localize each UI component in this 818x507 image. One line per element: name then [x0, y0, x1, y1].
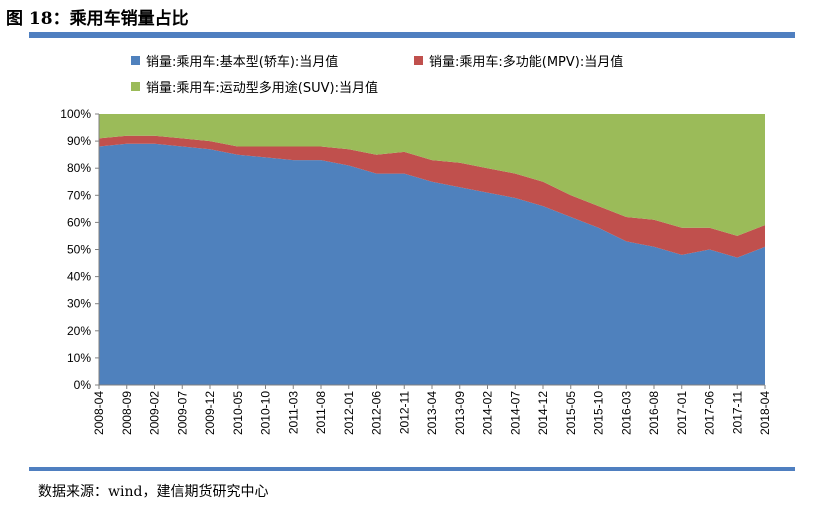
- y-tick-label: 20%: [67, 324, 91, 338]
- x-tick-label: 2009-02: [148, 391, 162, 435]
- y-axis: 0% 10% 20% 30% 40% 50% 60% 70% 80% 90% 100%: [60, 107, 100, 392]
- x-tick-label: 2017-01: [675, 391, 689, 435]
- x-tick-label: 2012-01: [342, 391, 356, 435]
- y-tick-label: 30%: [67, 297, 91, 311]
- x-tick-label: 2018-04: [758, 391, 772, 435]
- x-tick-label: 2013-04: [425, 391, 439, 435]
- x-tick-label: 2008-04: [92, 391, 106, 435]
- legend-swatch-suv: [131, 82, 140, 91]
- y-tick-label: 90%: [67, 134, 91, 148]
- area-series-suv: [99, 114, 765, 236]
- source-note: 数据来源：wind，建信期货研究中心: [38, 484, 269, 500]
- legend-label-mpv: 销量:乘用车:多功能(MPV):当月值: [429, 54, 623, 70]
- legend-swatch-sedan: [131, 56, 140, 65]
- legend: 销量:乘用车:基本型(轿车):当月值 销量:乘用车:多功能(MPV):当月值 销…: [131, 54, 623, 96]
- bottom-rule: [29, 467, 795, 471]
- x-tick-label: 2014-07: [508, 391, 522, 435]
- y-tick-label: 0%: [74, 378, 92, 392]
- area-series-mpv: [99, 135, 765, 258]
- x-tick-label: 2016-08: [647, 391, 661, 435]
- y-tick-label: 80%: [67, 161, 91, 175]
- x-tick-label: 2010-05: [231, 391, 245, 435]
- legend-label-sedan: 销量:乘用车:基本型(轿车):当月值: [146, 54, 338, 70]
- y-tick-label: 70%: [67, 188, 91, 202]
- top-rule: [29, 32, 795, 38]
- stacked-area-chart: 销量:乘用车:基本型(轿车):当月值 销量:乘用车:多功能(MPV):当月值 销…: [60, 54, 772, 435]
- x-axis: 2008-04 2008-09 2009-02 2009-07 2009-12 2010-…: [92, 384, 772, 435]
- x-tick-label: 2015-10: [592, 391, 606, 435]
- y-tick-label: 40%: [67, 270, 91, 284]
- x-tick-label: 2011-03: [286, 391, 300, 434]
- x-tick-label: 2012-11: [397, 391, 411, 434]
- x-tick-label: 2009-12: [203, 391, 217, 435]
- x-tick-label: 2015-05: [564, 391, 578, 435]
- plot-area: [99, 114, 765, 385]
- y-tick-label: 100%: [60, 107, 91, 121]
- y-tick-label: 10%: [67, 351, 91, 365]
- x-tick-label: 2013-09: [453, 391, 467, 435]
- figure-title: 图 18：乘用车销量占比: [6, 9, 189, 29]
- y-tick-label: 60%: [67, 215, 91, 229]
- x-tick-label: 2014-02: [481, 391, 495, 435]
- x-tick-label: 2009-07: [175, 391, 189, 435]
- x-tick-label: 2012-06: [370, 391, 384, 435]
- x-tick-label: 2014-12: [536, 391, 550, 435]
- x-tick-label: 2017-06: [703, 391, 717, 435]
- x-tick-label: 2008-09: [120, 391, 134, 435]
- legend-label-suv: 销量:乘用车:运动型多用途(SUV):当月值: [146, 80, 378, 96]
- x-tick-label: 2010-10: [259, 391, 273, 435]
- x-tick-label: 2011-08: [314, 391, 328, 434]
- x-tick-label: 2016-03: [619, 391, 633, 435]
- x-tick-label: 2017-11: [730, 391, 744, 434]
- y-tick-label: 50%: [67, 243, 91, 257]
- area-series-sedan: [99, 143, 765, 385]
- legend-swatch-mpv: [414, 56, 423, 65]
